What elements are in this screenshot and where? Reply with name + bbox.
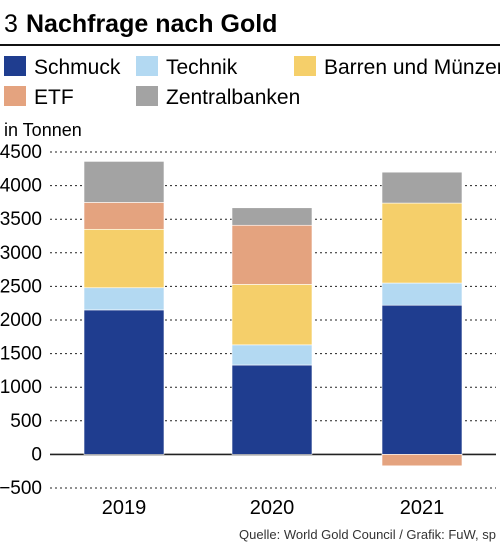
y-tick-label: 0 [31, 444, 42, 465]
bar-segment-zentralbanken [381, 171, 463, 204]
y-tick-label: 3500 [0, 209, 42, 230]
bar-segment-schmuck [231, 364, 313, 455]
x-tick-labels: 2019 2020 2021 [102, 497, 445, 519]
legend: Schmuck Technik Barren und Münzen ETF Zentra… [4, 56, 500, 109]
x-tick-label: 2020 [250, 497, 295, 519]
bar-segment-etf [231, 224, 313, 285]
y-tick-labels: 4500 4000 3500 3000 2500 2000 1500 1000 500 0 −500 [0, 142, 42, 499]
legend-label: Zentralbanken [166, 86, 300, 109]
legend-swatch [136, 86, 158, 106]
x-tick-label: 2019 [102, 497, 147, 519]
y-tick-label: −500 [0, 478, 42, 499]
y-tick-label: 4500 [0, 142, 42, 163]
y-tick-label: 2500 [0, 276, 42, 297]
legend-swatch [294, 56, 316, 76]
bar-segment-zentralbanken [231, 207, 313, 226]
legend-swatch [4, 86, 26, 106]
bar-segment-etf [381, 454, 463, 467]
legend-label: Schmuck [34, 56, 121, 79]
y-tick-label: 1500 [0, 344, 42, 365]
bar-segment-barren-und-münzen [231, 284, 313, 346]
bar-segment-technik [231, 344, 313, 366]
chart-title: Nachfrage nach Gold [26, 10, 277, 38]
bar-segment-technik [381, 282, 463, 306]
source-note: Quelle: World Gold Council / Grafik: FuW… [239, 527, 496, 542]
y-tick-label: 3000 [0, 243, 42, 264]
legend-swatch [136, 56, 158, 76]
y-tick-label: 4000 [0, 176, 42, 197]
y-axis-label: in Tonnen [4, 120, 82, 140]
bar-segment-zentralbanken [83, 161, 165, 203]
legend-label: Technik [166, 56, 238, 79]
y-tick-label: 1000 [0, 377, 42, 398]
x-tick-label: 2021 [400, 497, 445, 519]
bars [83, 161, 463, 467]
y-tick-label: 500 [10, 411, 42, 432]
bar-segment-barren-und-münzen [83, 228, 165, 289]
legend-label: Barren und Münzen [324, 56, 500, 79]
chart-number: 3 [4, 10, 18, 38]
bar-segment-schmuck [381, 304, 463, 455]
legend-label: ETF [34, 86, 74, 109]
bar-segment-barren-und-münzen [381, 202, 463, 284]
legend-swatch [4, 56, 26, 76]
title-rule [0, 44, 500, 46]
bar-segment-technik [83, 287, 165, 311]
y-tick-label: 2000 [0, 310, 42, 331]
bar-segment-schmuck [83, 309, 165, 455]
bar-segment-etf [83, 202, 165, 230]
